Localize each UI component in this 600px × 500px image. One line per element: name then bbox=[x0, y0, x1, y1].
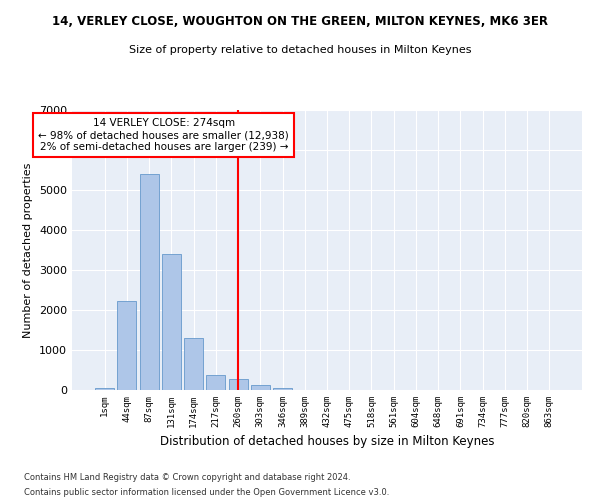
Text: Contains public sector information licensed under the Open Government Licence v3: Contains public sector information licen… bbox=[24, 488, 389, 497]
Text: 14 VERLEY CLOSE: 274sqm
← 98% of detached houses are smaller (12,938)
2% of semi: 14 VERLEY CLOSE: 274sqm ← 98% of detache… bbox=[38, 118, 289, 152]
Y-axis label: Number of detached properties: Number of detached properties bbox=[23, 162, 34, 338]
Bar bbox=[229, 379, 248, 390]
Text: Contains HM Land Registry data © Crown copyright and database right 2024.: Contains HM Land Registry data © Crown c… bbox=[24, 473, 350, 482]
Bar bbox=[162, 254, 181, 390]
Bar bbox=[140, 174, 158, 390]
Bar bbox=[206, 375, 225, 390]
Bar bbox=[184, 338, 203, 390]
Bar bbox=[273, 388, 292, 390]
Bar bbox=[95, 388, 114, 390]
X-axis label: Distribution of detached houses by size in Milton Keynes: Distribution of detached houses by size … bbox=[160, 436, 494, 448]
Text: 14, VERLEY CLOSE, WOUGHTON ON THE GREEN, MILTON KEYNES, MK6 3ER: 14, VERLEY CLOSE, WOUGHTON ON THE GREEN,… bbox=[52, 15, 548, 28]
Text: Size of property relative to detached houses in Milton Keynes: Size of property relative to detached ho… bbox=[129, 45, 471, 55]
Bar bbox=[118, 301, 136, 390]
Bar bbox=[251, 385, 270, 390]
